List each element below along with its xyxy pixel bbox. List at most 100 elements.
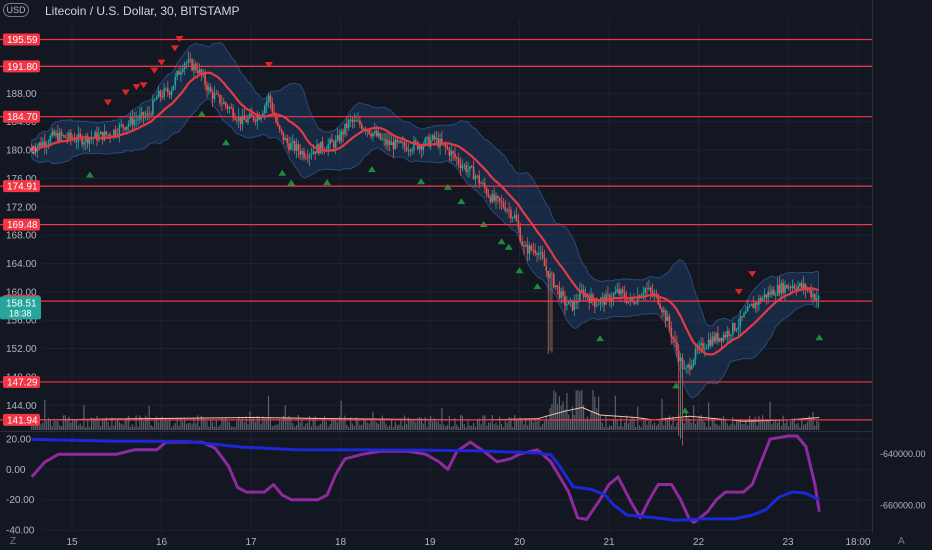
volume-bar bbox=[653, 422, 656, 430]
candle bbox=[368, 129, 370, 136]
buy-signal-marker bbox=[533, 283, 542, 290]
price-level-label: 147.29 bbox=[7, 377, 38, 388]
candle bbox=[165, 86, 167, 92]
candle bbox=[719, 337, 721, 343]
volume-bar bbox=[219, 425, 221, 430]
candle bbox=[802, 275, 805, 295]
price-level-label: 141.94 bbox=[7, 415, 38, 426]
volume-bar bbox=[204, 419, 206, 430]
volume-bar bbox=[308, 415, 311, 430]
volume-bar bbox=[797, 422, 799, 430]
volume-bar bbox=[709, 426, 711, 430]
candle bbox=[689, 357, 691, 376]
volume-bar bbox=[480, 424, 482, 430]
volume-bar bbox=[299, 422, 301, 430]
volume-bar bbox=[355, 417, 357, 430]
candle bbox=[795, 284, 797, 296]
candle bbox=[40, 136, 42, 148]
volume-bar bbox=[96, 416, 98, 430]
candle bbox=[387, 132, 389, 151]
candle bbox=[722, 331, 725, 343]
volume-bar bbox=[616, 420, 618, 430]
volume-bar bbox=[396, 425, 398, 430]
volume-bar bbox=[133, 426, 135, 430]
volume-bar bbox=[428, 420, 430, 430]
candle bbox=[491, 190, 494, 204]
candle bbox=[573, 294, 576, 317]
volume-bar bbox=[320, 423, 322, 430]
candle bbox=[435, 131, 438, 146]
volume-bar bbox=[325, 421, 327, 430]
time-tick-label: 21 bbox=[603, 537, 615, 548]
candle bbox=[120, 119, 122, 128]
volume-bar bbox=[383, 420, 385, 430]
candle bbox=[754, 301, 756, 313]
candle bbox=[383, 132, 385, 147]
candle bbox=[215, 89, 218, 95]
candle bbox=[571, 299, 574, 312]
volume-bar bbox=[543, 421, 546, 430]
candle bbox=[748, 304, 751, 309]
volume-bar bbox=[497, 425, 499, 430]
volume-bar bbox=[400, 418, 402, 430]
candle bbox=[715, 331, 717, 344]
candle bbox=[88, 137, 91, 153]
candle bbox=[243, 108, 246, 121]
volume-bars bbox=[31, 390, 820, 430]
volume-bar bbox=[344, 415, 346, 430]
volume-bar bbox=[243, 422, 245, 430]
volume-bar bbox=[113, 425, 115, 430]
candle bbox=[760, 295, 762, 304]
volume-bar bbox=[521, 418, 523, 430]
volume-bar bbox=[40, 424, 42, 430]
timezone-toggle[interactable]: Z bbox=[10, 536, 17, 547]
candle bbox=[237, 108, 240, 129]
volume-bar bbox=[812, 412, 814, 430]
candle bbox=[474, 173, 477, 188]
volume-bar bbox=[622, 426, 624, 430]
volume-bar bbox=[221, 417, 223, 430]
candle bbox=[457, 152, 460, 169]
volume-bar bbox=[90, 417, 92, 430]
candle bbox=[778, 276, 781, 297]
candle bbox=[55, 130, 57, 139]
oscillator-blue-line bbox=[31, 437, 820, 522]
currency-selector[interactable]: USD bbox=[3, 3, 29, 17]
volume-bar bbox=[254, 421, 257, 430]
candle bbox=[303, 147, 305, 162]
volume-bar bbox=[98, 419, 100, 430]
volume-bar bbox=[245, 416, 247, 430]
candle bbox=[707, 332, 710, 351]
buy-signal-marker bbox=[443, 183, 452, 190]
candle bbox=[771, 286, 773, 298]
volume-bar bbox=[583, 405, 585, 430]
candle-countdown: 18:38 bbox=[9, 308, 32, 318]
price-tick-label: 144.00 bbox=[6, 401, 37, 412]
volume-bar bbox=[542, 424, 544, 430]
candle bbox=[782, 279, 784, 296]
candle bbox=[336, 127, 339, 143]
candle bbox=[728, 328, 730, 342]
candle bbox=[745, 305, 747, 315]
auto-scale-toggle[interactable]: A bbox=[898, 536, 905, 547]
volume-bar bbox=[598, 396, 600, 430]
volume-bar bbox=[215, 419, 217, 430]
buy-signal-marker bbox=[417, 178, 426, 185]
volume-bar bbox=[629, 419, 631, 430]
volume-bar bbox=[784, 423, 786, 430]
sell-signal-marker bbox=[748, 271, 757, 278]
volume-bar bbox=[115, 421, 117, 430]
volume-bar bbox=[780, 426, 782, 430]
price-tick-label: 156.00 bbox=[6, 316, 37, 327]
candle bbox=[224, 101, 227, 110]
volume-bar bbox=[704, 422, 706, 430]
volume-bar bbox=[146, 417, 148, 430]
price-level-tag bbox=[3, 218, 40, 231]
volume-bar bbox=[307, 422, 309, 430]
volume-bar bbox=[303, 426, 305, 430]
candle bbox=[191, 57, 193, 72]
volume-bar bbox=[361, 424, 363, 430]
candle bbox=[614, 285, 617, 295]
candle bbox=[310, 147, 313, 160]
